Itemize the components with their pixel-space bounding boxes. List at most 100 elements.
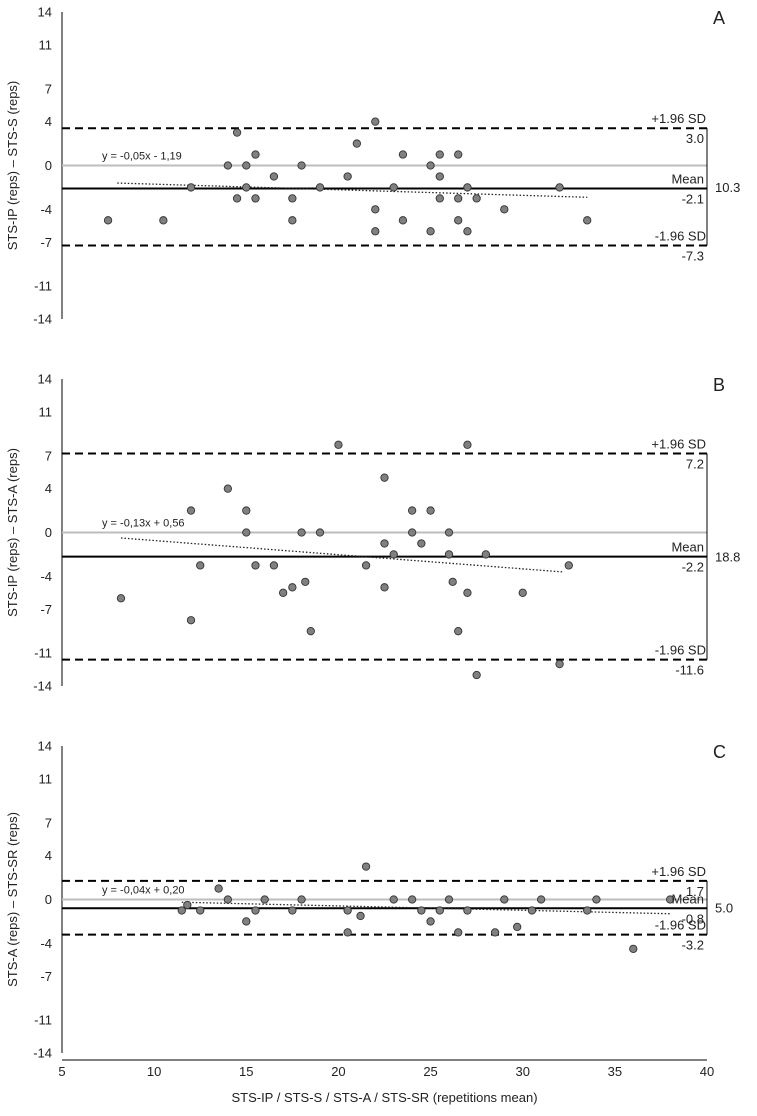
data-point (352, 139, 362, 148)
y-tick-label: 4 (45, 481, 52, 496)
data-point (472, 194, 481, 203)
data-point (564, 561, 573, 570)
x-tick-label: 10 (147, 1064, 161, 1079)
panel-b: 14 11 7 4 0 -4 -7 -11 -14 STS-IP (reps) – STS-A (… (5, 372, 740, 694)
data-point (260, 895, 269, 904)
data-point (278, 588, 288, 597)
trend-line (120, 537, 564, 573)
y-tick-label: 11 (39, 771, 53, 786)
data-point (186, 506, 196, 515)
y-axis-label: STS-IP (reps) – STS-A (reps) (5, 448, 20, 617)
data-point (343, 928, 352, 937)
data-point (186, 183, 196, 192)
range-value: 18.8 (715, 550, 740, 565)
data-point (513, 922, 522, 932)
data-point (371, 117, 380, 126)
y-tick-label: 7 (45, 448, 52, 463)
lower-limit-label: -1.96 SD (655, 229, 706, 244)
trend-line (117, 182, 588, 198)
data-point (361, 862, 371, 871)
data-point (103, 216, 113, 225)
mean-value: -2.2 (682, 560, 704, 575)
upper-limit-label: +1.96 SD (651, 437, 706, 452)
data-point (398, 216, 408, 225)
data-point (448, 577, 457, 586)
mean-label: Mean (671, 540, 704, 555)
data-point (196, 906, 205, 915)
data-point (518, 588, 527, 597)
data-point (232, 194, 242, 203)
upper-limit-value: 1.7 (686, 884, 704, 899)
data-point (444, 528, 454, 537)
y-tick-label: -14 (33, 312, 52, 327)
data-point (251, 906, 260, 915)
data-point (444, 550, 454, 559)
x-tick-label: 15 (239, 1064, 253, 1079)
data-point (389, 183, 398, 192)
trend-equation: y = -0,05x - 1,19 (102, 151, 182, 163)
data-point (435, 194, 444, 203)
data-point (343, 906, 352, 915)
y-tick-label: -4 (40, 569, 52, 584)
y-tick-label: -7 (40, 602, 52, 617)
y-tick-label: 14 (38, 739, 52, 754)
upper-limit-label: +1.96 SD (651, 111, 706, 126)
mean-label: Mean (671, 172, 704, 187)
data-point (665, 895, 675, 904)
data-point (454, 194, 463, 203)
data-point (334, 440, 343, 449)
data-point (223, 484, 233, 493)
x-tick-label: 20 (331, 1064, 345, 1079)
y-tick-label: 7 (45, 81, 52, 96)
data-point (242, 917, 251, 926)
y-tick-label: 0 (45, 525, 52, 540)
data-point (500, 205, 509, 214)
data-point (315, 528, 325, 537)
data-point (306, 627, 315, 636)
data-point (555, 659, 564, 669)
data-point (356, 911, 365, 921)
data-point (269, 561, 279, 570)
data-point (463, 588, 472, 597)
y-tick-label: 0 (45, 892, 52, 907)
data-point (196, 561, 205, 570)
data-point (251, 194, 260, 203)
data-point (592, 895, 601, 904)
mean-value: -2.1 (682, 192, 704, 207)
y-tick-label: -7 (40, 235, 52, 250)
data-point (288, 194, 297, 203)
data-point (527, 906, 537, 915)
lower-limit-label: -1.96 SD (655, 918, 706, 933)
data-point (583, 216, 592, 225)
upper-limit-label: +1.96 SD (651, 864, 706, 879)
data-point (242, 506, 251, 515)
y-tick-label: -4 (40, 202, 52, 217)
data-point (297, 895, 306, 904)
lower-limit-value: -11.6 (675, 663, 704, 678)
data-point (472, 670, 481, 680)
y-tick-label: -14 (33, 679, 52, 694)
data-point (407, 528, 417, 537)
data-point (407, 895, 417, 904)
data-point (444, 895, 454, 904)
data-point (251, 561, 260, 570)
data-point (398, 150, 408, 159)
data-point (435, 150, 444, 159)
y-tick-label: 14 (38, 372, 52, 387)
data-point (500, 895, 509, 904)
y-axis-label: STS-IP (reps) – STS-S (reps) (5, 81, 20, 251)
y-tick-label: 11 (39, 37, 53, 52)
y-tick-label: 4 (45, 114, 52, 129)
data-point (297, 528, 306, 537)
data-point (536, 895, 546, 904)
y-tick-label: -11 (34, 646, 52, 661)
data-point (426, 917, 435, 926)
data-point (463, 906, 472, 915)
lower-limit-label: -1.96 SD (655, 643, 706, 658)
trend-equation: y = -0,13x + 0,56 (102, 518, 185, 530)
data-point (343, 172, 352, 181)
data-point (232, 128, 242, 137)
